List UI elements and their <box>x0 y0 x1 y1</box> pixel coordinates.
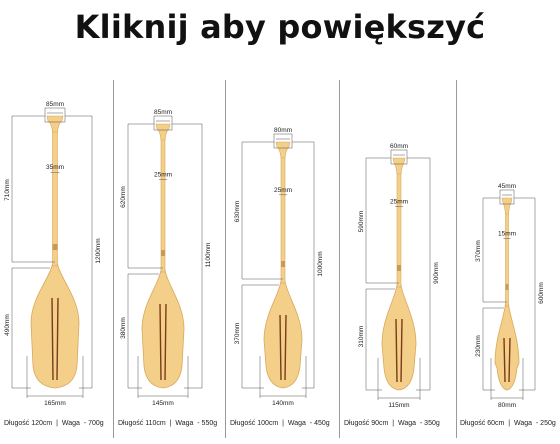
dimension-lines <box>127 115 203 398</box>
dimension-lines <box>241 133 315 398</box>
paddle-grip <box>46 115 64 133</box>
grip-bracket <box>153 115 173 131</box>
page-title[interactable]: Kliknij aby powiększyć <box>74 8 486 46</box>
paddle-caption: Długość 90cm | Waga - 350g <box>344 420 440 427</box>
blade-stripe <box>508 337 511 383</box>
grip-bracket <box>273 133 293 149</box>
paddle-panel-120cm[interactable]: 85mm 35mm 710mm 490mm 1200mm 165mm <box>0 76 113 439</box>
paddle-drawing: 85mm 25mm 620mm 380mm 1100mm 145mm <box>120 109 212 407</box>
blade-stripe <box>503 337 506 383</box>
paddle-drawing: 60mm 25mm 590mm 310mm 900mm 115mm <box>358 143 440 409</box>
paddle-blade <box>381 284 417 391</box>
blade-stripe <box>395 318 398 383</box>
blade-length-label: 380mm <box>120 317 127 339</box>
paddle-blade <box>494 303 520 391</box>
paddle-panel-100cm[interactable]: 80mm 25mm 630mm 370mm 1000mm 140mm <box>226 76 339 439</box>
shaft-width-label: 25mm <box>274 187 292 194</box>
blade-stripe <box>56 297 59 381</box>
blade-length-label: 370mm <box>234 323 241 345</box>
paddle-grip <box>501 197 513 215</box>
paddle-blade <box>30 263 80 389</box>
paddle <box>494 197 520 391</box>
paddle <box>381 157 417 391</box>
shaft-length-label: 370mm <box>475 240 482 262</box>
grip-width-label: 60mm <box>390 143 408 150</box>
blade-stripe <box>159 303 162 381</box>
grip-bracket <box>499 189 515 205</box>
paddle-caption: Długość 120cm | Waga - 700g <box>4 420 104 427</box>
blade-stripe <box>279 314 282 381</box>
paddle-caption: Długość 100cm | Waga - 450g <box>230 420 330 427</box>
shaft-length-label: 630mm <box>234 201 241 223</box>
total-length-label: 1000mm <box>317 251 324 276</box>
shaft-logo <box>397 265 401 271</box>
paddle <box>141 123 185 389</box>
paddle-panel-90cm[interactable]: 60mm 25mm 590mm 310mm 900mm 115mm <box>340 76 456 439</box>
total-length-label: 1100mm <box>205 243 212 268</box>
divider <box>339 80 340 438</box>
divider <box>113 80 114 438</box>
grip-width-label: 80mm <box>274 127 292 134</box>
paddle <box>263 141 303 389</box>
paddle-grip <box>392 157 406 175</box>
blade-stripe <box>164 303 167 381</box>
shaft-width-label: 25mm <box>390 198 408 205</box>
grip-width-label: 45mm <box>498 183 516 190</box>
shaft-length-label: 710mm <box>4 179 11 201</box>
paddle <box>30 115 80 389</box>
grip-width-label: 85mm <box>154 109 172 116</box>
blade-length-label: 310mm <box>358 326 365 348</box>
blade-width-label: 80mm <box>498 402 516 409</box>
shaft-logo <box>505 284 509 290</box>
shaft-length-label: 620mm <box>120 186 127 208</box>
total-length-label: 600mm <box>538 282 545 304</box>
shaft-width-label: 15mm <box>498 230 516 237</box>
blade-stripe <box>400 318 403 383</box>
grip-bracket <box>44 107 66 123</box>
divider <box>456 80 457 438</box>
paddle-grip <box>155 123 171 141</box>
paddle-caption: Długość 60cm | Waga - 250g <box>460 420 556 427</box>
paddle-drawing: 80mm 25mm 630mm 370mm 1000mm 140mm <box>234 127 324 407</box>
paddle-panel-60cm[interactable]: 45mm 15mm 370mm 230mm 600mm 80mm <box>457 76 560 439</box>
shaft-width-label: 25mm <box>154 171 172 178</box>
dimension-lines <box>365 149 431 400</box>
blade-width-label: 165mm <box>44 400 66 407</box>
blade-width-label: 115mm <box>388 402 409 409</box>
shaft-logo <box>52 244 58 250</box>
paddle-caption: Długość 110cm | Waga - 550g <box>118 420 218 427</box>
total-length-label: 900mm <box>433 262 440 284</box>
paddle-panel-110cm[interactable]: 85mm 25mm 620mm 380mm 1100mm 145mm <box>114 76 225 439</box>
dimension-lines <box>482 189 536 400</box>
paddle-blade <box>263 280 303 389</box>
paddle-blade <box>141 269 185 389</box>
shaft-length-label: 590mm <box>358 211 365 233</box>
blade-width-label: 145mm <box>152 400 174 407</box>
shaft-width-label: 35mm <box>46 164 64 171</box>
blade-width-label: 140mm <box>272 400 294 407</box>
shaft-logo <box>161 250 165 256</box>
blade-stripe <box>284 314 287 381</box>
paddle-grip <box>275 141 291 159</box>
blade-stripe <box>51 297 54 381</box>
blade-length-label: 490mm <box>4 314 11 336</box>
divider <box>225 80 226 438</box>
dimension-lines <box>11 107 93 398</box>
grip-bracket <box>390 149 408 165</box>
total-length-label: 1200mm <box>95 238 102 263</box>
paddle-drawing: 45mm 15mm 370mm 230mm 600mm 80mm <box>475 183 545 409</box>
shaft-logo <box>281 261 285 267</box>
paddle-shaft <box>505 207 509 307</box>
paddle-drawing: 85mm 35mm 710mm 490mm 1200mm 165mm <box>4 101 102 407</box>
grip-width-label: 85mm <box>46 101 64 108</box>
blade-length-label: 230mm <box>475 335 482 357</box>
